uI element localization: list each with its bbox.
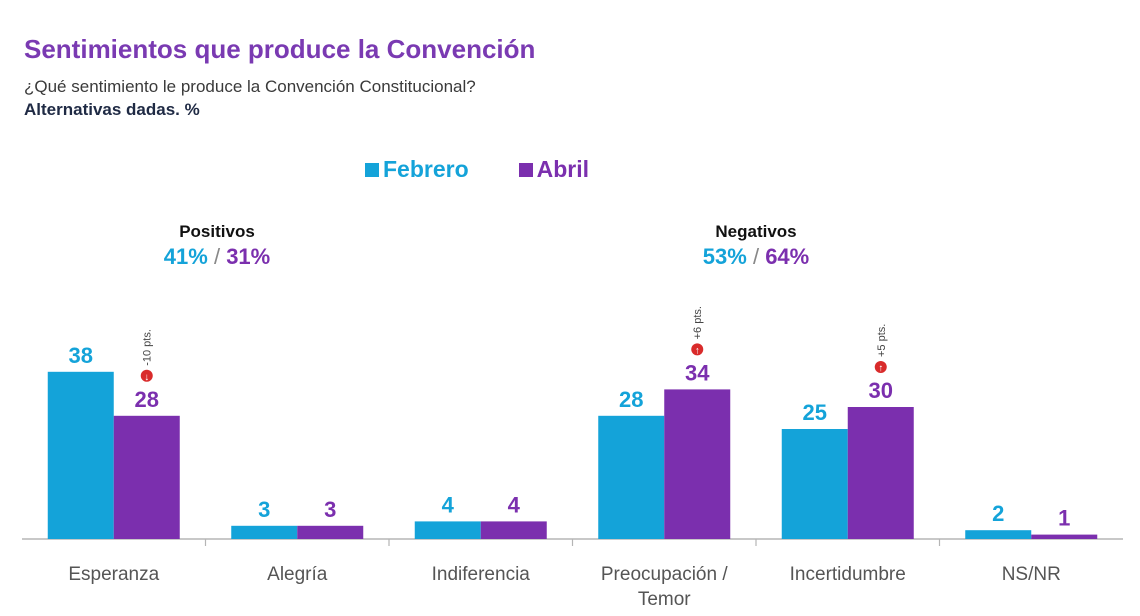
change-indicator-icon xyxy=(140,369,153,382)
legend-label-abril: Abril xyxy=(536,156,590,182)
bar-febrero-incertidumbre xyxy=(781,429,848,539)
change-indicator-icon xyxy=(691,343,704,356)
group-negativos: Negativos 53% / 64% xyxy=(656,222,856,270)
data-label-febrero-alegria: 3 xyxy=(258,497,270,522)
bar-febrero-alegria xyxy=(231,525,298,539)
data-label-abril-indiferencia: 4 xyxy=(508,492,521,517)
group-values-positivos: 41% / 31% xyxy=(117,244,317,270)
legend: Febrero Abril xyxy=(365,156,589,183)
legend-label-febrero: Febrero xyxy=(383,156,469,182)
chart-note: Alternativas dadas. % xyxy=(24,100,200,119)
change-annotation-label: -10 pts. xyxy=(142,329,154,366)
x-tick-label-ns-nr: NS/NR xyxy=(1002,564,1061,585)
data-label-febrero-incertidumbre: 25 xyxy=(803,400,827,425)
data-label-febrero-esperanza: 38 xyxy=(69,343,93,368)
bar-abril-ns-nr xyxy=(1031,534,1098,539)
bar-febrero-preocupacion-temor xyxy=(598,415,665,539)
group-positivos: Positivos 41% / 31% xyxy=(117,222,317,270)
data-label-febrero-preocupacion-temor: 28 xyxy=(619,387,643,412)
bar-abril-esperanza xyxy=(113,415,180,539)
group-values-negativos: 53% / 64% xyxy=(656,244,856,270)
bar-abril-alegria xyxy=(297,525,364,539)
chart-subtitle: ¿Qué sentimiento le produce la Convenció… xyxy=(24,77,476,96)
group-title-positivos: Positivos xyxy=(179,222,255,241)
group-value-abril-negativos: 64% xyxy=(765,244,810,269)
x-tick-label-preocupacion-temor: Preocupación / xyxy=(601,564,728,585)
data-label-abril-incertidumbre: 30 xyxy=(869,378,893,403)
x-tick-label-alegria: Alegría xyxy=(267,564,328,585)
data-label-abril-alegria: 3 xyxy=(324,497,336,522)
chart-title: Sentimientos que produce la Convención xyxy=(24,34,536,64)
data-label-abril-preocupacion-temor: 34 xyxy=(685,360,710,385)
data-label-febrero-ns-nr: 2 xyxy=(992,501,1004,526)
change-annotation-label: +6 pts. xyxy=(692,306,704,339)
change-arrow-icon: ↑ xyxy=(695,345,700,356)
group-title-negativos: Negativos xyxy=(715,222,797,241)
group-separator-negativos: / xyxy=(752,244,760,269)
x-tick-label-esperanza: Esperanza xyxy=(68,564,159,585)
legend-swatch-febrero xyxy=(365,162,379,177)
change-annotation-label: +5 pts. xyxy=(876,324,888,357)
data-label-febrero-indiferencia: 4 xyxy=(442,492,455,517)
data-label-abril-ns-nr: 1 xyxy=(1058,506,1070,531)
data-label-abril-esperanza: 28 xyxy=(135,387,159,412)
x-tick-label-indiferencia: Indiferencia xyxy=(432,564,531,585)
bar-abril-indiferencia xyxy=(480,521,547,539)
change-indicator-icon xyxy=(874,361,887,373)
change-arrow-icon: ↓ xyxy=(144,372,149,383)
legend-item-febrero: Febrero xyxy=(365,156,469,183)
bar-abril-incertidumbre xyxy=(847,407,914,539)
x-tick-label-preocupacion-temor: Temor xyxy=(638,589,691,610)
group-value-febrero-negativos: 53% xyxy=(702,244,747,269)
group-value-febrero-positivos: 41% xyxy=(163,244,208,269)
bar-febrero-indiferencia xyxy=(414,521,481,539)
change-arrow-icon: ↑ xyxy=(878,363,883,374)
legend-item-abril: Abril xyxy=(518,156,590,183)
bar-abril-preocupacion-temor xyxy=(664,389,731,539)
group-value-abril-positivos: 31% xyxy=(226,244,271,269)
group-separator-positivos: / xyxy=(213,244,221,269)
bar-febrero-esperanza xyxy=(47,371,114,539)
x-tick-label-incertidumbre: Incertidumbre xyxy=(790,564,906,585)
bar-febrero-ns-nr xyxy=(965,530,1032,539)
legend-swatch-abril xyxy=(518,162,533,177)
